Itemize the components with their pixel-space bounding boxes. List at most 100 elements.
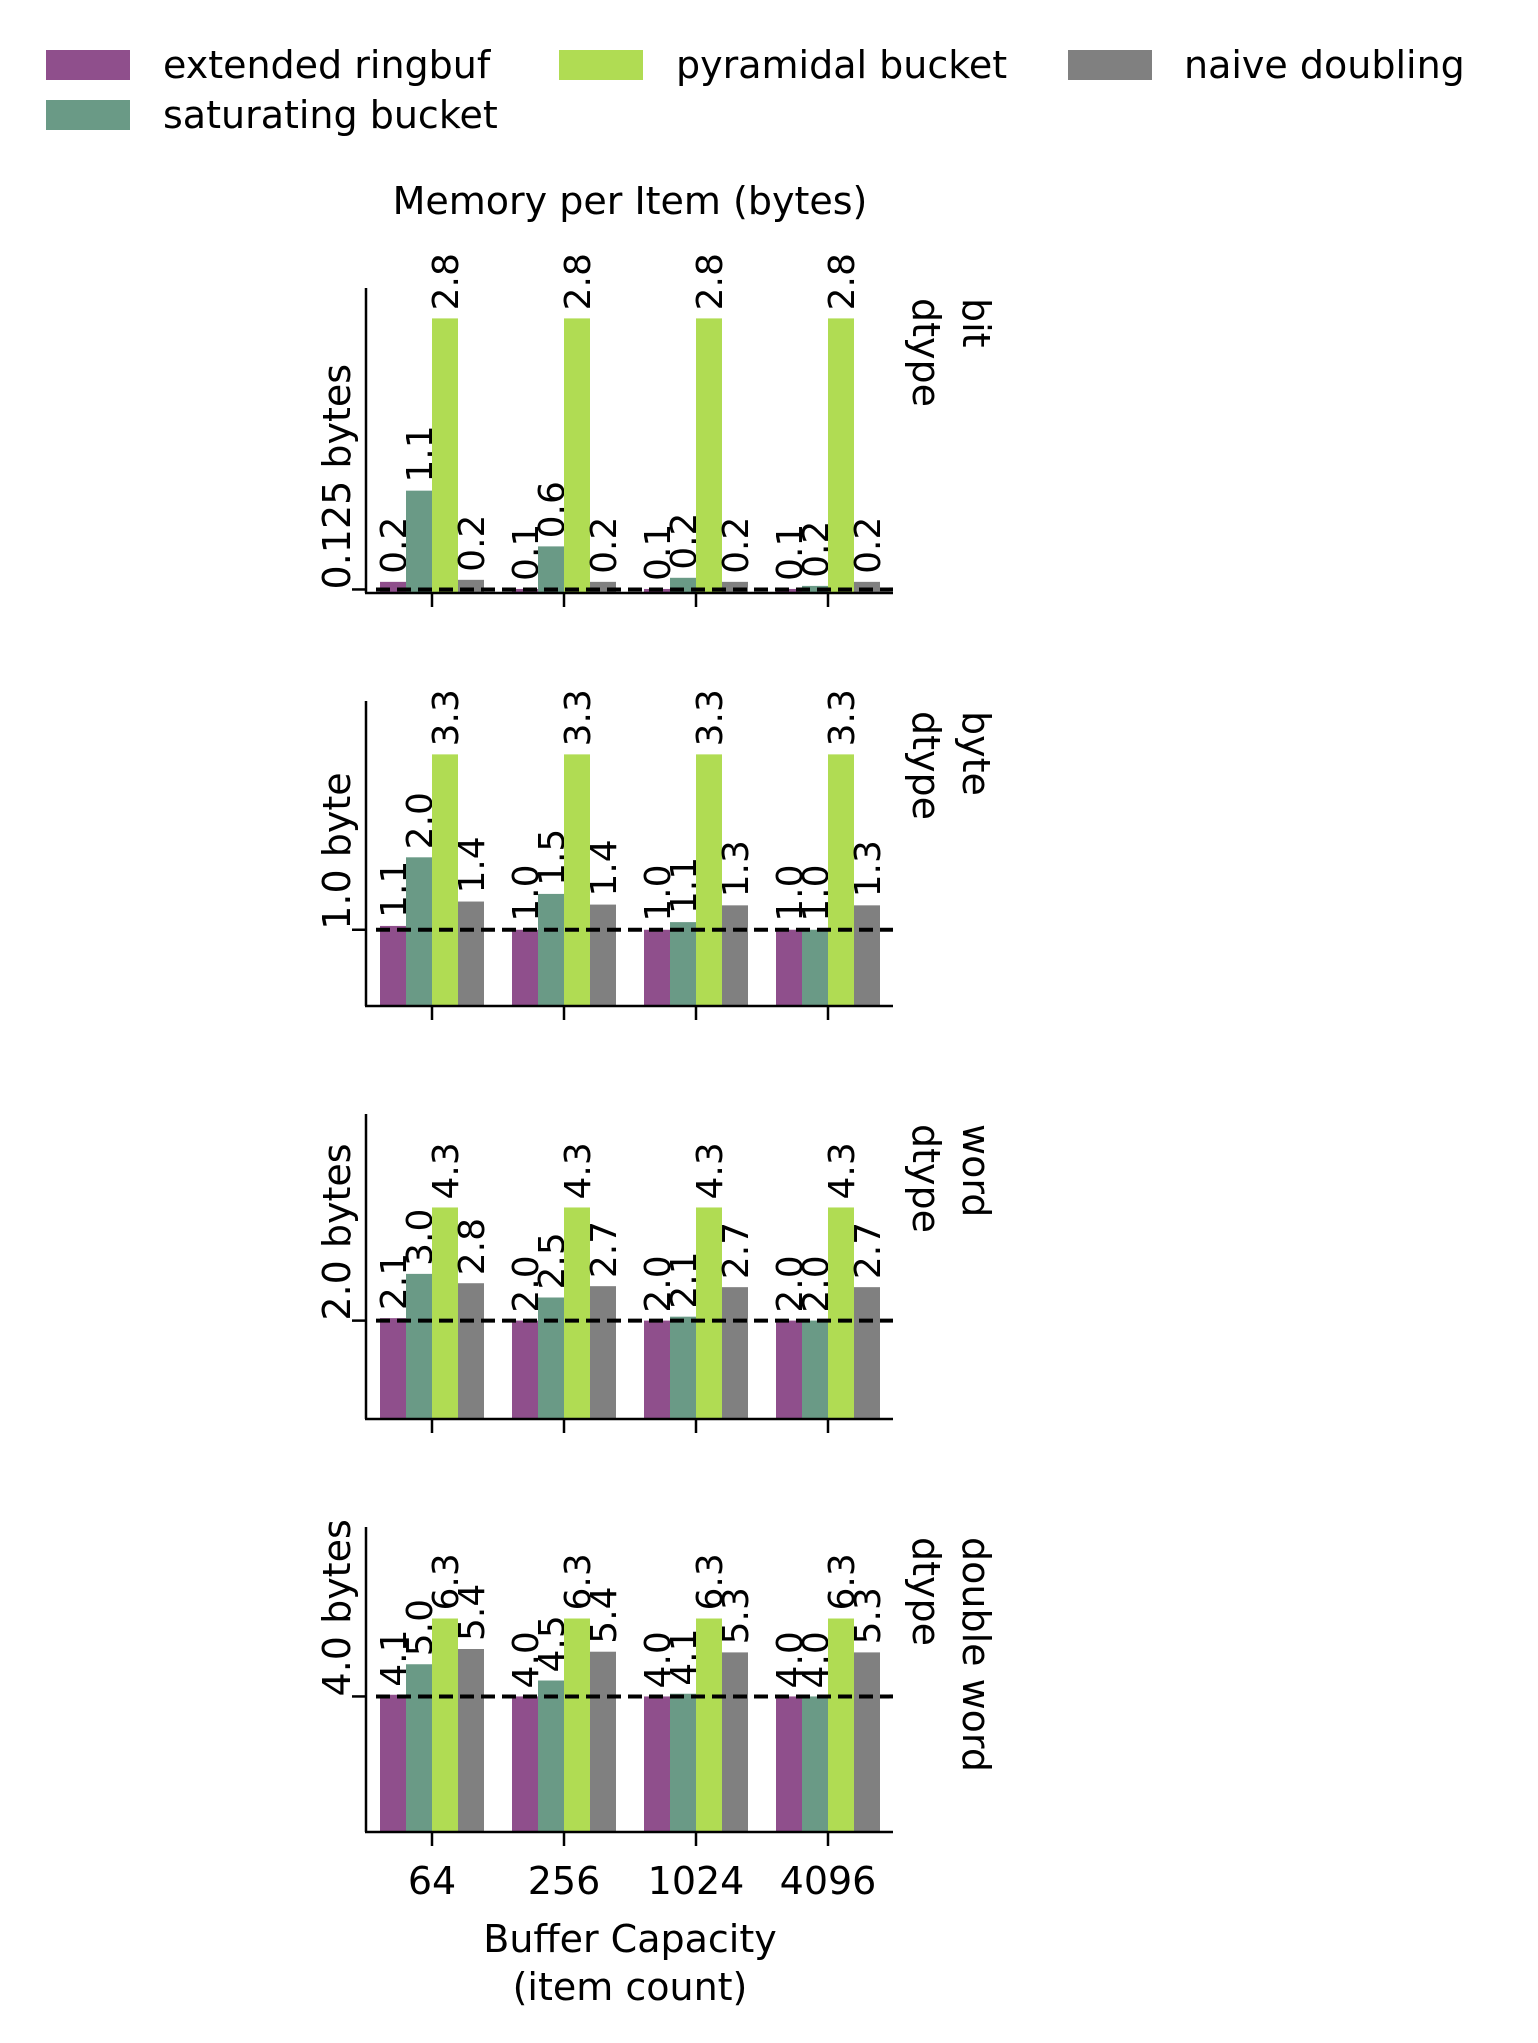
bar [644,1696,670,1832]
data-label: 5.4 [452,1584,493,1641]
data-label: 4.3 [822,1142,863,1199]
bar [538,1680,564,1832]
legend-label: saturating bucket [163,93,498,137]
data-label: 5.3 [716,1587,757,1644]
bar [722,1652,748,1832]
bar [696,318,722,593]
x-tick-label: 64 [408,1859,456,1903]
data-label: 2.0 [770,1255,811,1312]
data-label: 1.4 [452,836,493,893]
bar [380,1318,406,1419]
data-label: 5.4 [584,1586,625,1643]
data-label: 1.3 [848,840,889,897]
data-label: 6.3 [822,1553,863,1610]
data-label: 0.2 [716,517,757,574]
bar [722,1287,748,1419]
data-label: 5.3 [848,1587,889,1644]
bar [696,1207,722,1419]
bar [406,1664,432,1832]
bar [538,546,564,593]
legend-label: extended ringbuf [163,43,492,87]
bar [432,754,458,1006]
bar [590,1286,616,1419]
bar [828,754,854,1006]
data-label: 6.3 [558,1553,599,1610]
data-label: 2.8 [690,253,731,310]
data-label: 1.4 [584,839,625,896]
bar [458,901,484,1006]
bar [696,754,722,1006]
data-label: 4.0 [506,1631,547,1688]
row-label-unit: dtype [904,1537,948,1646]
bar [828,318,854,593]
bar [644,1320,670,1419]
bar [696,1618,722,1832]
legend-swatch [46,100,130,130]
bar [670,1316,696,1419]
data-label: 2.8 [426,253,467,310]
y-tick-label: 1.0 byte [315,772,359,929]
bar [722,905,748,1006]
data-label: 0.2 [452,515,493,572]
x-axis: 64 256 1024 4096 [408,1859,877,1903]
panels: 0.21.12.80.2 0.10.62.80.2 0.10.22.80.2 0.10… [315,253,998,1846]
bar [802,1320,828,1419]
y-tick-label: 2.0 bytes [315,1143,359,1320]
bar [590,581,616,593]
bar [644,929,670,1006]
x-axis-title: Buffer Capacity [483,1917,776,1961]
legend: extended ringbuf pyramidal bucket naive do… [46,43,1465,137]
x-axis-title-unit: (item count) [513,1965,748,2009]
bar [406,1273,432,1419]
panel-1: 0.21.12.80.2 0.10.62.80.2 0.10.22.80.2 0.10… [315,253,998,607]
x-tick-label: 4096 [780,1859,877,1903]
data-label: 3.3 [690,689,731,746]
data-label: 0.1 [638,524,679,581]
bar [854,1287,880,1419]
bar [564,754,590,1006]
row-label: double word [954,1537,998,1772]
data-label: 4.0 [770,1631,811,1688]
data-label: 3.3 [822,689,863,746]
bar [590,904,616,1006]
data-label: 3.3 [558,689,599,746]
bar [828,1618,854,1832]
data-label: 1.0 [770,864,811,921]
bar [670,1693,696,1832]
bar [776,1696,802,1832]
bar [828,1207,854,1419]
data-label: 4.3 [690,1142,731,1199]
bar [432,1207,458,1419]
row-label-unit: dtype [904,298,948,407]
panel-4: 4.15.06.35.44.04.56.35.44.04.16.35.34.04… [315,1519,998,1846]
bar [458,1649,484,1832]
data-label: 4.3 [426,1142,467,1199]
data-label: 6.3 [690,1553,731,1610]
y-tick-label: 4.0 bytes [315,1519,359,1696]
row-label: byte [954,711,998,796]
bar [458,1283,484,1419]
bar [564,1207,590,1419]
bar [590,1651,616,1832]
chart-title: Memory per Item (bytes) [393,179,868,223]
y-tick-label: 0.125 bytes [315,364,359,590]
panel-2: 1.12.03.31.4 1.01.53.31.4 1.01.13.31.3 1.01… [315,689,998,1020]
row-label-unit: dtype [904,1124,948,1233]
legend-swatch [46,50,130,80]
bar [564,318,590,593]
data-label: 2.8 [558,253,599,310]
row-label-unit: dtype [904,711,948,820]
data-label: 4.3 [558,1142,599,1199]
bar [380,581,406,593]
panel-3: 2.13.04.32.82.02.54.32.72.02.14.32.72.02… [315,1114,998,1433]
bar [512,1696,538,1832]
row-label: word [954,1124,998,1217]
bar [802,1696,828,1832]
bar [776,1320,802,1419]
data-label: 2.8 [822,253,863,310]
data-label: 1.0 [638,864,679,921]
bar [776,929,802,1006]
legend-swatch [559,50,643,80]
data-label: 4.0 [638,1631,679,1688]
